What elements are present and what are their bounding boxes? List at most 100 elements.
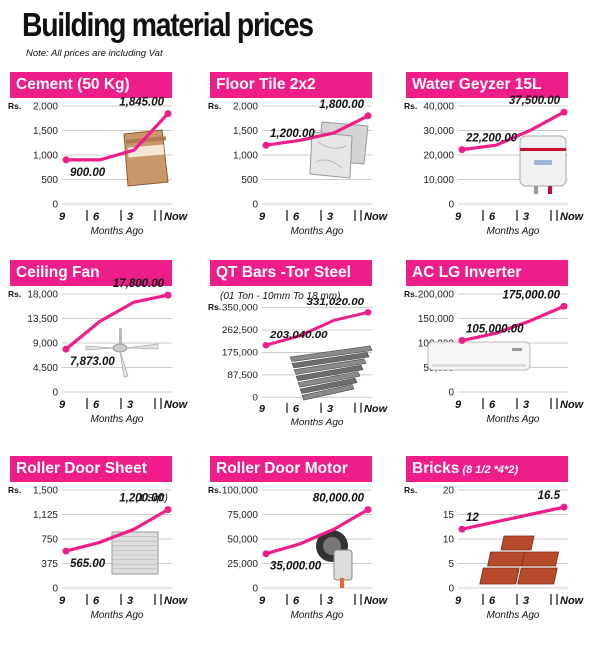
y-tick-label: 100,000 <box>222 486 259 497</box>
y-tick-label: 20 <box>443 486 455 497</box>
line-chart: 200,000150,000100,00050,0000Rs.105,000.0… <box>404 289 585 425</box>
series-line <box>65 508 169 553</box>
chart-panel: Cement (50 Kg) 2,000 1,500 1,000 500 0 Rs. 900.… <box>0 72 189 267</box>
y-tick-label: 20,000 <box>423 151 454 162</box>
y-tick-label: 175,000 <box>222 348 258 359</box>
data-point <box>164 110 172 118</box>
chart-panel: Roller Door Motor 100,000 75,000 50,000 25,0… <box>200 456 389 651</box>
data-point <box>262 341 270 349</box>
line-chart: 2,000 1,500 1,000 500 0 Rs. 1,200.00 1,800.00 9 6… <box>208 99 389 237</box>
y-tick-label: 0 <box>448 388 454 399</box>
data-label: 1,845.00 <box>119 97 164 109</box>
y-axis-label: Rs. <box>404 485 417 495</box>
y-tick-label: 0 <box>252 200 258 211</box>
chart-title-text: Water Geyzer 15L <box>412 76 542 93</box>
data-label: 900.00 <box>70 167 106 179</box>
chart-title: Roller Door Motor <box>210 456 372 482</box>
chart-title: AC LG Inverter <box>406 260 568 286</box>
y-axis-label: Rs. <box>208 101 221 111</box>
y-tick-label: 1,125 <box>33 510 58 521</box>
ceiling-fan-icon <box>85 328 159 378</box>
data-label: 80,000.00 <box>313 493 365 505</box>
chart-title-text: Floor Tile 2x2 <box>216 76 316 93</box>
x-tick-label: 3 <box>327 403 333 414</box>
y-tick-label: 500 <box>41 175 58 186</box>
y-tick-label: 350,000 <box>222 303 258 314</box>
y-tick-label: 0 <box>448 200 454 211</box>
chart-panel: Water Geyzer 15L 40,000 30,000 20,000 10,000… <box>396 72 585 267</box>
chart-title-text: Cement (50 Kg) <box>16 76 130 93</box>
x-tick-label: Now <box>164 211 189 223</box>
x-tick-label: 9 <box>259 211 266 223</box>
line-chart: 100,000 75,000 50,000 25,000 0 Rs. 35,000.00 80… <box>208 485 389 621</box>
chart-title: Bricks (8 1/2 *4*2) <box>406 456 568 482</box>
x-tick-label: Now <box>364 211 389 223</box>
air-conditioner-icon <box>427 341 531 371</box>
series-line <box>461 110 565 152</box>
y-axis-label: Rs. <box>8 289 21 299</box>
series-line <box>461 304 565 343</box>
x-tick-label: 9 <box>59 211 66 223</box>
x-tick-label: 9 <box>59 399 66 411</box>
chart-title: Roller Door Sheet <box>10 456 172 482</box>
x-tick-label: 6 <box>489 399 496 411</box>
x-tick-label: Now <box>164 595 189 607</box>
y-tick-label: 50,000 <box>227 535 258 546</box>
data-label: 1,200.00 <box>270 128 315 140</box>
data-point <box>62 547 70 555</box>
y-tick-label: 1,500 <box>33 126 58 137</box>
chart-title-text: Roller Door Motor <box>216 460 348 477</box>
chart-panel: AC LG Inverter200,000150,000100,00050,00… <box>396 260 585 455</box>
y-tick-label: 1,500 <box>233 126 258 137</box>
data-point <box>364 309 372 316</box>
y-tick-label: 5 <box>448 559 454 570</box>
y-tick-label: 0 <box>52 388 58 399</box>
x-axis-label: Months Ago <box>291 610 344 621</box>
chart-subtitle: (1 Sqft) <box>135 493 168 504</box>
y-axis-label: Rs. <box>404 101 417 111</box>
chart-title: Water Geyzer 15L <box>406 72 568 98</box>
x-tick-label: 3 <box>127 399 133 411</box>
series-line <box>66 112 170 162</box>
price-note: Note: All prices are including Vat <box>26 48 163 59</box>
series-line <box>265 114 369 147</box>
chart-panel: Floor Tile 2x2 2,000 1,500 1,000 500 0 Rs. 1,20… <box>200 72 389 267</box>
series-line <box>265 508 369 556</box>
data-point <box>458 525 466 533</box>
x-tick-label: 9 <box>259 595 266 607</box>
y-axis-label: Rs. <box>8 101 21 111</box>
chart-subtitle: (01 Ton - 10mm To 18 mm) <box>220 291 341 302</box>
y-tick-label: 18,000 <box>27 290 58 301</box>
y-tick-label: 13,500 <box>27 314 58 325</box>
x-tick-label: 3 <box>127 595 133 607</box>
x-tick-label: 6 <box>293 403 299 414</box>
x-tick-label: Now <box>560 211 585 223</box>
data-label: 35,000.00 <box>270 561 322 573</box>
chart-title-suffix: (8 1/2 *4*2) <box>459 464 519 476</box>
y-tick-label: 1,000 <box>233 151 258 162</box>
x-tick-label: Now <box>560 595 585 607</box>
x-axis-label: Months Ago <box>91 414 144 425</box>
x-tick-label: 3 <box>523 595 529 607</box>
y-tick-label: 0 <box>52 584 58 595</box>
x-axis-label: Months Ago <box>91 226 144 237</box>
data-label: 203,040.00 <box>269 329 328 340</box>
y-tick-label: 4,500 <box>33 363 58 374</box>
y-tick-label: 500 <box>241 175 258 186</box>
data-label: 331,020.00 <box>307 296 365 307</box>
data-label: 1,200.00 <box>119 493 164 505</box>
data-point <box>560 108 568 116</box>
data-label: 37,500.00 <box>509 95 561 107</box>
data-point <box>62 345 70 353</box>
chart-panel: Ceiling Fan 18,000 13,500 9,000 4,500 0 Rs. 7,8… <box>0 260 189 455</box>
y-tick-label: 2,000 <box>233 102 258 113</box>
x-tick-label: 6 <box>489 595 496 607</box>
y-axis-label: Rs. <box>404 289 417 299</box>
y-tick-label: 150,000 <box>418 314 455 325</box>
data-label: 17,800.00 <box>113 278 165 290</box>
x-tick-label: 9 <box>59 595 66 607</box>
x-tick-label: 3 <box>327 211 333 223</box>
x-tick-label: 6 <box>293 211 300 223</box>
chart-title: QT Bars -Tor Steel <box>210 260 372 286</box>
data-label: 105,000.00 <box>466 324 524 336</box>
